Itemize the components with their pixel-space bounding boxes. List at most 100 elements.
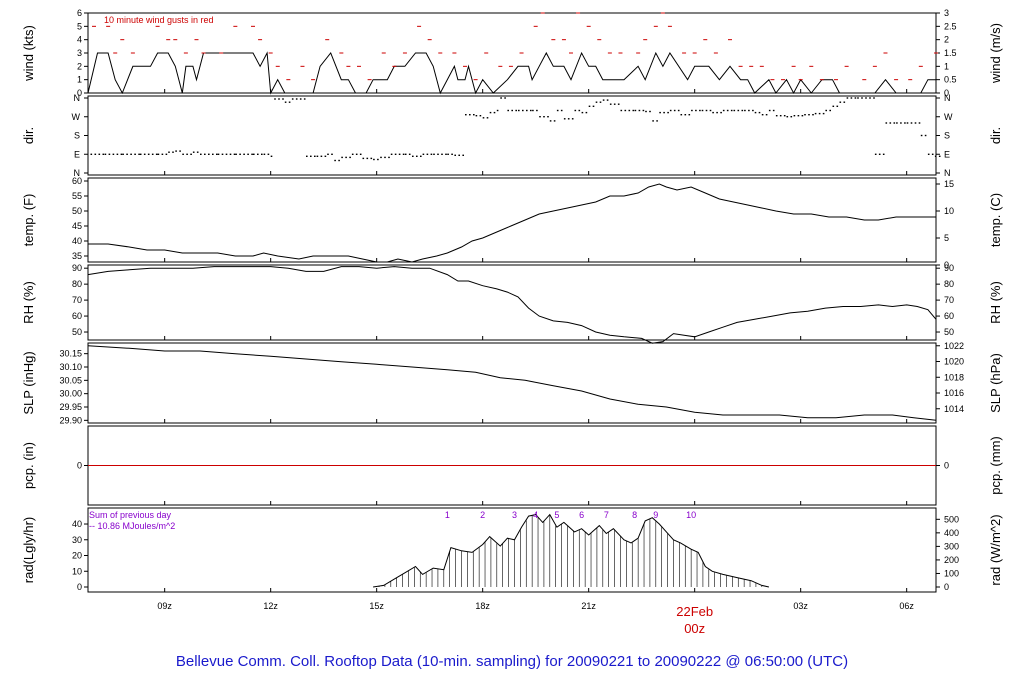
dir-point [934, 155, 937, 157]
rh-ylabel-right: RH (%) [988, 281, 1003, 324]
dir-point [351, 153, 354, 155]
dir-point [253, 153, 255, 155]
dir-point [462, 154, 464, 156]
slp-ylabel: SLP (inHg) [21, 351, 36, 414]
dir-point [489, 111, 492, 114]
dir-point [530, 109, 532, 112]
dir-point [857, 97, 859, 99]
rad-sum-value: -- 10.86 MJoules/m^2 [89, 521, 175, 531]
dir-point [274, 98, 276, 100]
dir-point [314, 155, 316, 157]
dir-ytick-right-label: S [944, 131, 950, 141]
rad-hour-label: 9 [653, 510, 658, 520]
dir-point [493, 111, 496, 114]
rh-ytick-label: 60 [72, 311, 82, 321]
dir-point [669, 109, 672, 112]
dir-point [445, 153, 447, 155]
rad-ytick-label: 10 [72, 566, 82, 576]
rad-hour-label: 10 [686, 510, 696, 520]
dir-point [359, 153, 362, 155]
dir-ytick-right-label: E [944, 149, 950, 159]
rad-ytick-label: 30 [72, 535, 82, 545]
rad-ylabel-right: rad (W/m^2) [988, 514, 1003, 585]
dir-point [581, 111, 584, 114]
dir-point [786, 116, 789, 118]
dir-point [832, 105, 835, 107]
dir-point [793, 115, 796, 117]
dir-point [370, 157, 373, 160]
dir-point [327, 153, 329, 155]
dir-point [885, 122, 888, 124]
time-tick-label: 18z [475, 601, 490, 611]
slp-ytick-right-label: 1016 [944, 388, 964, 398]
slp-ytick-label: 30.15 [59, 349, 82, 359]
dir-point [225, 153, 228, 155]
dir-point [606, 99, 609, 101]
dir-point [599, 101, 602, 103]
dir-point [783, 115, 786, 117]
wind-ylabel-right: wind (m/s) [988, 23, 1003, 84]
pcp-ytick-label: 0 [77, 461, 82, 471]
dir-point [469, 114, 471, 116]
dir-point [873, 97, 875, 99]
dir-point [920, 134, 923, 137]
dir-point [688, 114, 691, 116]
temp-ytick-label: 50 [72, 206, 82, 216]
rh-ytick-label: 80 [72, 279, 82, 289]
dir-point [377, 158, 379, 161]
temp-ytick-label: 35 [72, 251, 82, 261]
slp-ytick-right-label: 1014 [944, 404, 964, 414]
dir-point [720, 111, 722, 114]
dir-point [846, 97, 849, 99]
slp-ytick-label: 30.05 [59, 375, 82, 385]
dir-point [560, 109, 563, 112]
dir-point [906, 122, 909, 124]
temp-ytick-right-label: 5 [944, 233, 949, 243]
temp-ytick-label: 55 [72, 191, 82, 201]
dir-point [430, 153, 433, 155]
rh-ylabel: RH (%) [21, 281, 36, 324]
dir-point [420, 155, 422, 157]
dir-point [882, 153, 885, 155]
dir-point [779, 115, 782, 117]
wind-ytick-right-label: 3 [944, 8, 949, 18]
dir-point [299, 98, 302, 100]
dir-point [157, 153, 160, 155]
dir-point [104, 153, 107, 155]
dir-point [536, 109, 538, 112]
dir-point [402, 153, 405, 155]
dir-point [801, 115, 804, 117]
dir-point [316, 155, 319, 157]
rad-ytick-label: 20 [72, 551, 82, 561]
dir-point [217, 153, 220, 155]
dir-point [705, 109, 708, 112]
dir-point [404, 153, 407, 155]
rh-ytick-right-label: 50 [944, 327, 954, 337]
rh-ytick-right-label: 60 [944, 311, 954, 321]
dir-point [878, 153, 881, 155]
dir-point [94, 153, 97, 155]
dir-point [334, 159, 336, 162]
dir-point [893, 122, 896, 124]
dir-point [263, 153, 266, 155]
dir-point [182, 153, 184, 155]
wind-ytick-label: 5 [77, 21, 82, 31]
dir-point [896, 122, 898, 124]
dir-point [324, 155, 327, 157]
rh-ytick-label: 70 [72, 295, 82, 305]
dir-point [741, 109, 744, 112]
dir-point [691, 109, 693, 112]
dir-point [179, 150, 181, 152]
rh-ytick-label: 50 [72, 327, 82, 337]
wind-ytick-right-label: 0.5 [944, 75, 957, 85]
dir-ytick-right-label: N [944, 168, 951, 178]
dir-point [716, 111, 718, 114]
dir-point [482, 117, 485, 119]
temp-panel-frame [87, 177, 937, 263]
dir-point [748, 109, 750, 112]
chart-title: Bellevue Comm. Coll. Rooftop Data (10-mi… [176, 653, 848, 670]
dir-point [320, 155, 323, 157]
dir-point [130, 153, 132, 155]
dir-point [138, 153, 140, 155]
dir-point [609, 103, 612, 105]
